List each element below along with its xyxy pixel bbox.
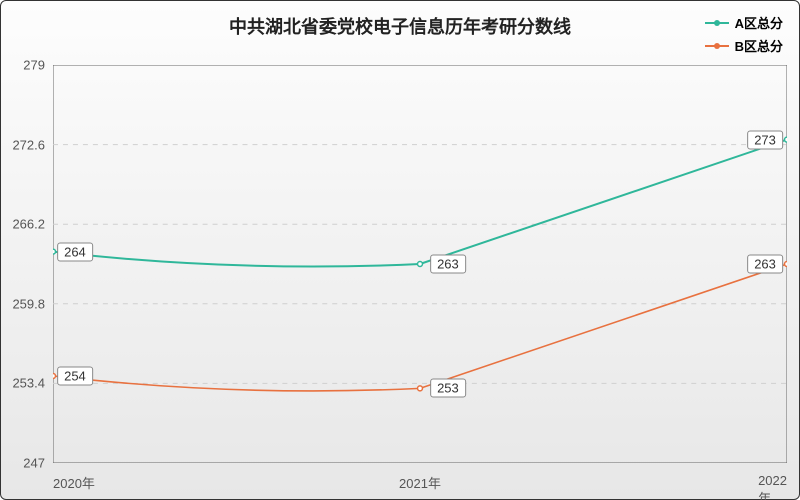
legend-item-a: A区总分 xyxy=(705,13,783,32)
legend-swatch-b xyxy=(705,45,729,47)
chart-container: 中共湖北省委党校电子信息历年考研分数线 A区总分 B区总分 247253.425… xyxy=(0,0,800,500)
value-label: 254 xyxy=(57,366,93,385)
x-tick-label: 2020年 xyxy=(53,463,95,492)
y-tick-label: 259.8 xyxy=(12,296,53,311)
value-label: 263 xyxy=(430,255,466,274)
y-tick-label: 272.6 xyxy=(12,137,53,152)
chart-title: 中共湖北省委党校电子信息历年考研分数线 xyxy=(1,13,799,39)
x-tick-label: 2022年 xyxy=(758,463,787,500)
legend-swatch-a xyxy=(705,22,729,24)
y-tick-label: 279 xyxy=(23,58,53,73)
y-tick-label: 253.4 xyxy=(12,376,53,391)
legend: A区总分 B区总分 xyxy=(705,13,783,59)
value-label: 253 xyxy=(430,379,466,398)
plot-svg xyxy=(53,65,787,463)
x-tick-label: 2021年 xyxy=(399,463,441,492)
value-label: 273 xyxy=(747,130,783,149)
legend-label-a: A区总分 xyxy=(735,13,783,32)
plot-area: 247253.4259.8266.2272.62792020年2021年2022… xyxy=(53,65,787,463)
value-label: 264 xyxy=(57,242,93,261)
y-tick-label: 266.2 xyxy=(12,217,53,232)
value-label: 263 xyxy=(747,255,783,274)
y-tick-label: 247 xyxy=(23,456,53,471)
legend-item-b: B区总分 xyxy=(705,36,783,55)
legend-label-b: B区总分 xyxy=(735,36,783,55)
